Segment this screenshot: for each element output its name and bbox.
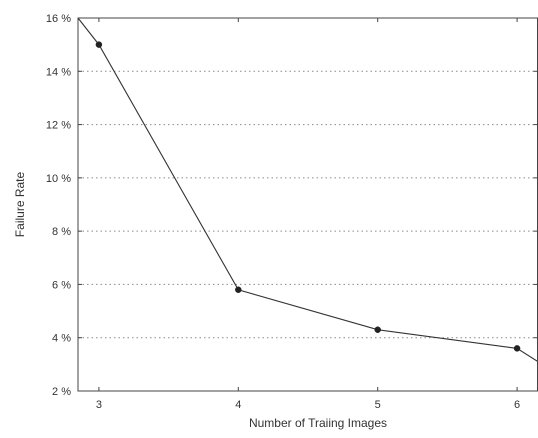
x-axis-label: Number of Traiing Images	[249, 416, 387, 430]
data-point	[235, 286, 242, 294]
y-tick-label: 14 %	[46, 66, 71, 78]
y-axis-label: Failure Rate	[13, 172, 27, 238]
data-point	[374, 326, 381, 333]
y-tick-label: 8 %	[52, 226, 71, 238]
tick-layer: 2 % 4 % 6 % 8 % 10 % 12 % 14 % 16 % 3 4 5 6	[46, 13, 538, 411]
y-tick-label: 2 %	[52, 386, 71, 398]
y-tick-label: 6 %	[52, 279, 71, 291]
x-tick-label: 5	[375, 399, 381, 411]
data-point	[95, 41, 103, 48]
x-tick-label: 3	[96, 399, 102, 411]
series-line	[77, 17, 538, 363]
y-tick-label: 16 %	[46, 13, 71, 25]
y-tick-label: 12 %	[46, 120, 71, 132]
y-tick-label: 4 %	[52, 333, 71, 345]
series-layer	[77, 17, 538, 363]
frame-layer	[77, 17, 538, 392]
plot-frame	[77, 17, 538, 392]
data-point	[513, 345, 521, 352]
y-tick-label: 10 %	[46, 173, 71, 185]
x-tick-label: 6	[514, 399, 520, 411]
x-tick-label: 4	[235, 399, 241, 411]
grid-layer	[78, 70, 538, 339]
